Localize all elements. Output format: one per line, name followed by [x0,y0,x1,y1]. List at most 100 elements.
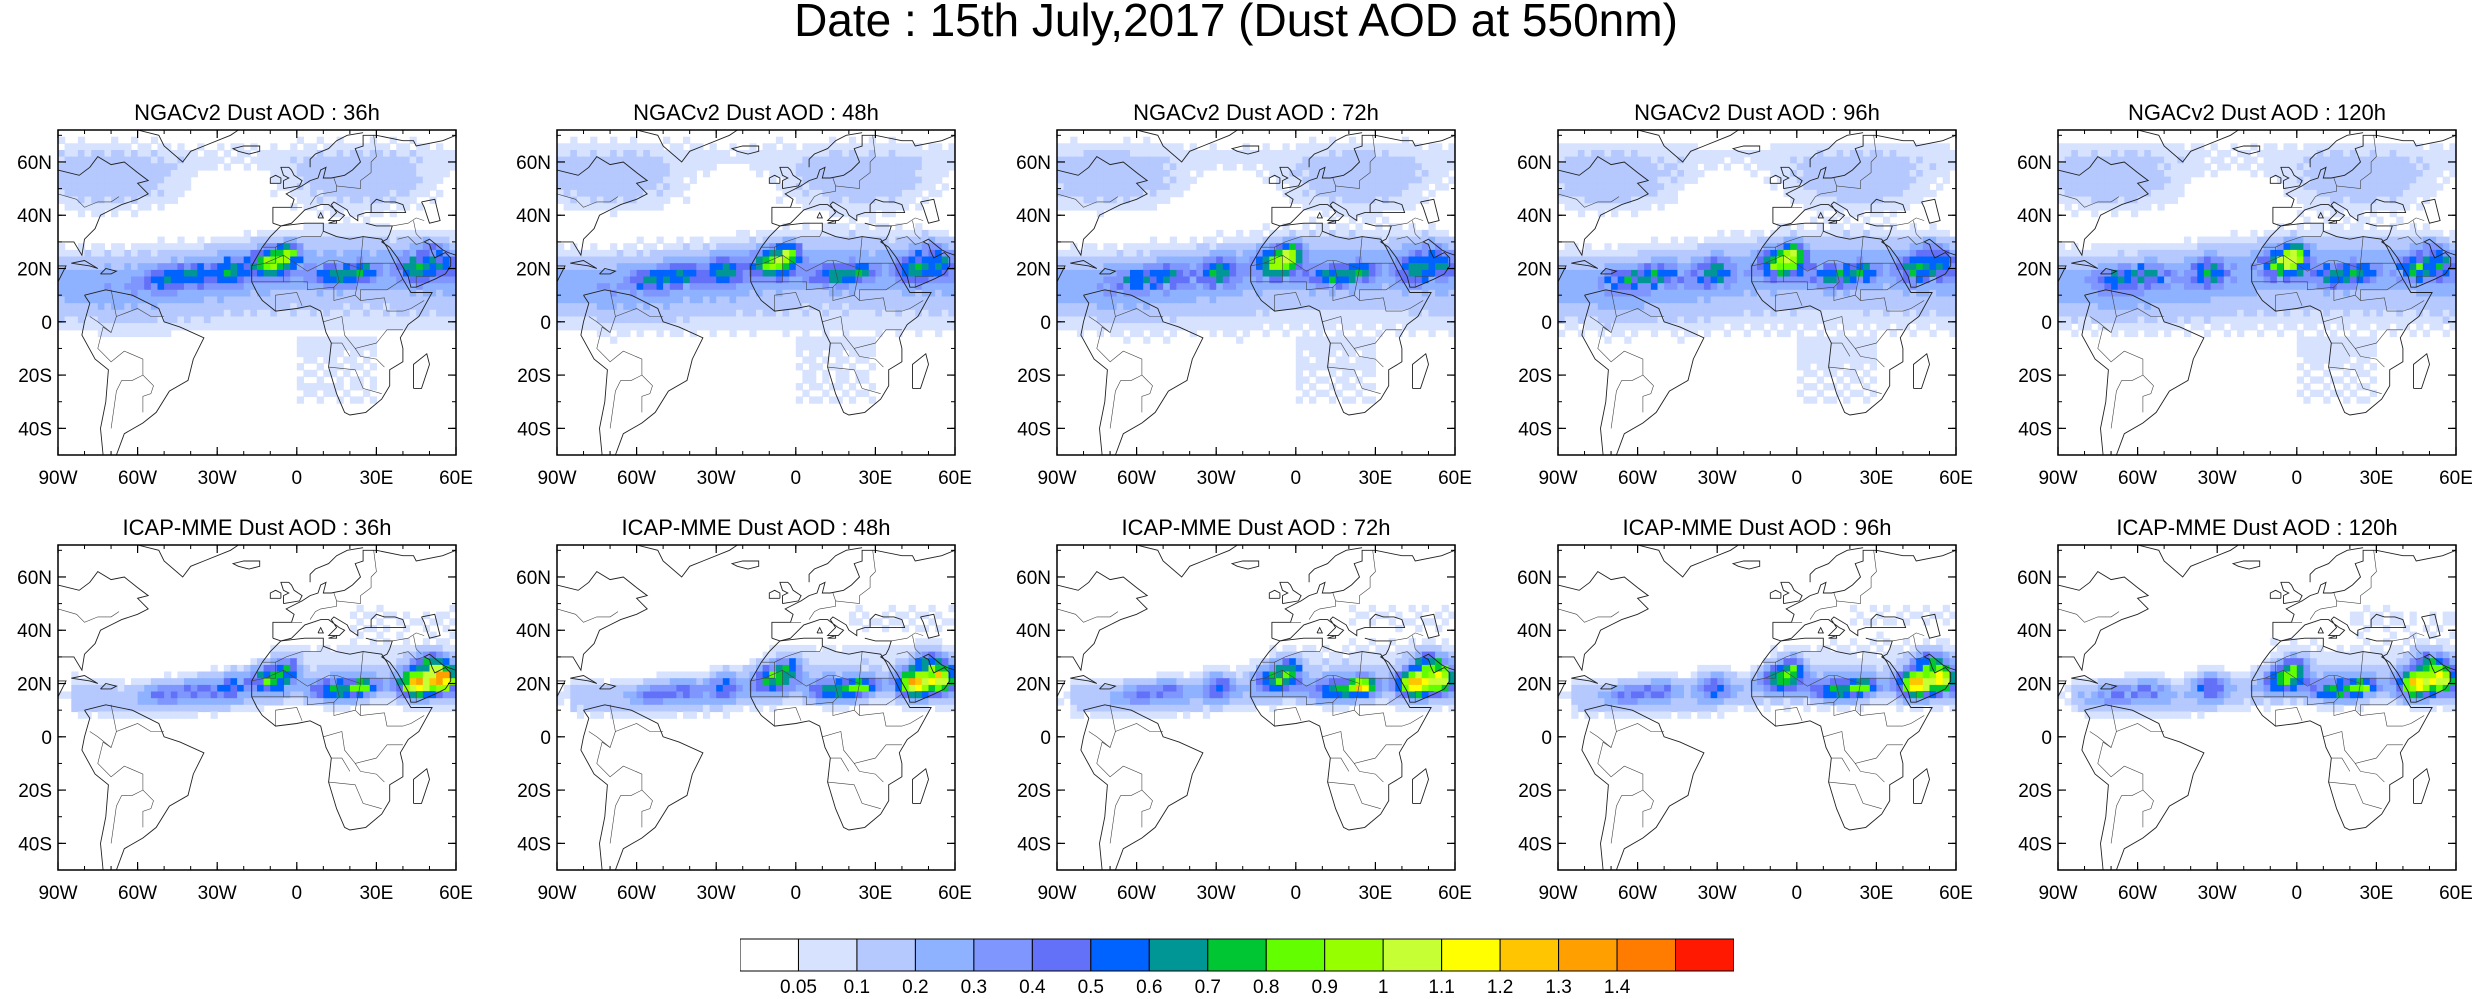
lat-tick-label: 60N [1016,568,1051,589]
lon-tick-label: 30W [697,883,736,900]
country-border [1370,550,1375,577]
colorbar-swatch [974,939,1032,971]
lat-tick-label: 40N [516,206,551,227]
lat-tick-label: 40S [2018,834,2052,855]
coastline [913,769,929,804]
country-border [1330,758,1349,771]
lat-tick-label: 20N [2017,675,2052,696]
coastline [270,590,281,598]
lat-tick-label: 20N [516,675,551,696]
coastline [2106,545,2239,577]
country-border [143,375,154,412]
coastline [2281,582,2302,603]
country-border [2098,732,2143,796]
coastline [1309,548,1362,583]
coastline [318,628,323,633]
colorbar [740,938,1734,972]
lon-tick-label: 60E [938,468,972,489]
map-panel: NGACv2 Dust AOD : 48h60N40N20N020S40S90W… [485,100,972,489]
lon-tick-label: 30E [2359,883,2393,900]
lon-tick-label: 90W [1037,883,1076,900]
country-border [1354,710,1423,726]
lat-tick-label: 0 [2041,728,2052,749]
coastline [1781,582,1802,603]
lat-tick-label: 20N [1016,675,1051,696]
country-border [642,375,653,412]
colorbar-swatch [1617,939,1675,971]
lat-tick-label: 20N [2017,260,2052,281]
coastline [2310,548,2363,583]
country-border [1829,782,1882,809]
country-border [1611,380,1622,428]
lat-tick-label: 40N [1517,621,1552,642]
country-border [985,606,1118,622]
lon-tick-label: 30E [1859,883,1893,900]
country-border [610,380,621,428]
lon-tick-label: 0 [2292,883,2303,900]
coastline [233,561,260,569]
colorbar-swatch [1442,939,1500,971]
country-border [98,732,143,796]
colorbar-swatch [1676,939,1734,971]
lon-tick-label: 0 [791,468,802,489]
country-border [1834,593,1837,601]
colorbar-swatch [1266,939,1324,971]
lon-tick-label: 60E [1939,883,1973,900]
colorbar-label: 0.1 [827,977,887,999]
lon-tick-label: 60W [118,883,157,900]
aod-field [485,130,955,455]
lon-tick-label: 30W [2198,883,2237,900]
panel-title: ICAP-MME Dust AOD : 120h [2116,515,2397,540]
colorbar-label: 0.8 [1236,977,1296,999]
panel-title: NGACv2 Dust AOD : 120h [2128,100,2386,125]
country-border [1831,758,1850,771]
lat-tick-label: 20S [517,781,551,802]
lat-tick-label: 40S [1518,834,1552,855]
colorbar-swatch [1500,939,1558,971]
lat-tick-label: 60N [17,568,52,589]
lat-tick-label: 40N [17,206,52,227]
country-border [1611,795,1622,843]
country-border [2329,782,2382,809]
coastline [1539,572,1648,697]
lat-tick-label: 20N [1517,260,1552,281]
country-border [2355,710,2424,726]
lon-tick-label: 30W [198,468,237,489]
country-border [854,763,883,782]
country-border [371,550,376,577]
colorbar-swatch [1149,939,1207,971]
lon-tick-label: 90W [2038,883,2077,900]
lat-tick-label: 0 [2041,313,2052,334]
coastline [605,545,738,577]
lon-tick-label: 30E [359,468,393,489]
coastline [1818,628,1823,633]
lon-tick-label: 60E [1438,883,1472,900]
coastline [1733,561,1760,569]
lat-tick-label: 40N [1517,206,1552,227]
country-border [1823,732,1903,764]
lon-tick-label: 90W [1037,468,1076,489]
lon-tick-label: 60W [2118,883,2157,900]
colorbar-swatch [1032,939,1090,971]
coastline [2414,769,2430,804]
coastline [1317,213,1322,218]
country-border [111,380,122,428]
country-border [90,732,111,748]
map-panels: NGACv2 Dust AOD : 36h60N40N20N020S40S90W… [0,0,2472,900]
map-panel: NGACv2 Dust AOD : 120h60N40N20N020S40S90… [1986,100,2472,489]
country-border [589,732,610,748]
lat-tick-label: 20S [1017,366,1051,387]
lon-tick-label: 60E [2439,468,2472,489]
lon-tick-label: 60W [2118,468,2157,489]
country-border [111,795,122,843]
coastline [1280,582,1301,603]
lon-tick-label: 90W [1538,883,1577,900]
coastline [1105,545,1238,577]
country-border [1110,380,1121,428]
panel-title: ICAP-MME Dust AOD : 72h [1122,515,1391,540]
colorbar-label: 0.9 [1295,977,1355,999]
lat-tick-label: 0 [1040,313,1051,334]
country-border [355,763,384,782]
lat-tick-label: 20S [1017,781,1051,802]
country-border [1643,375,1654,412]
